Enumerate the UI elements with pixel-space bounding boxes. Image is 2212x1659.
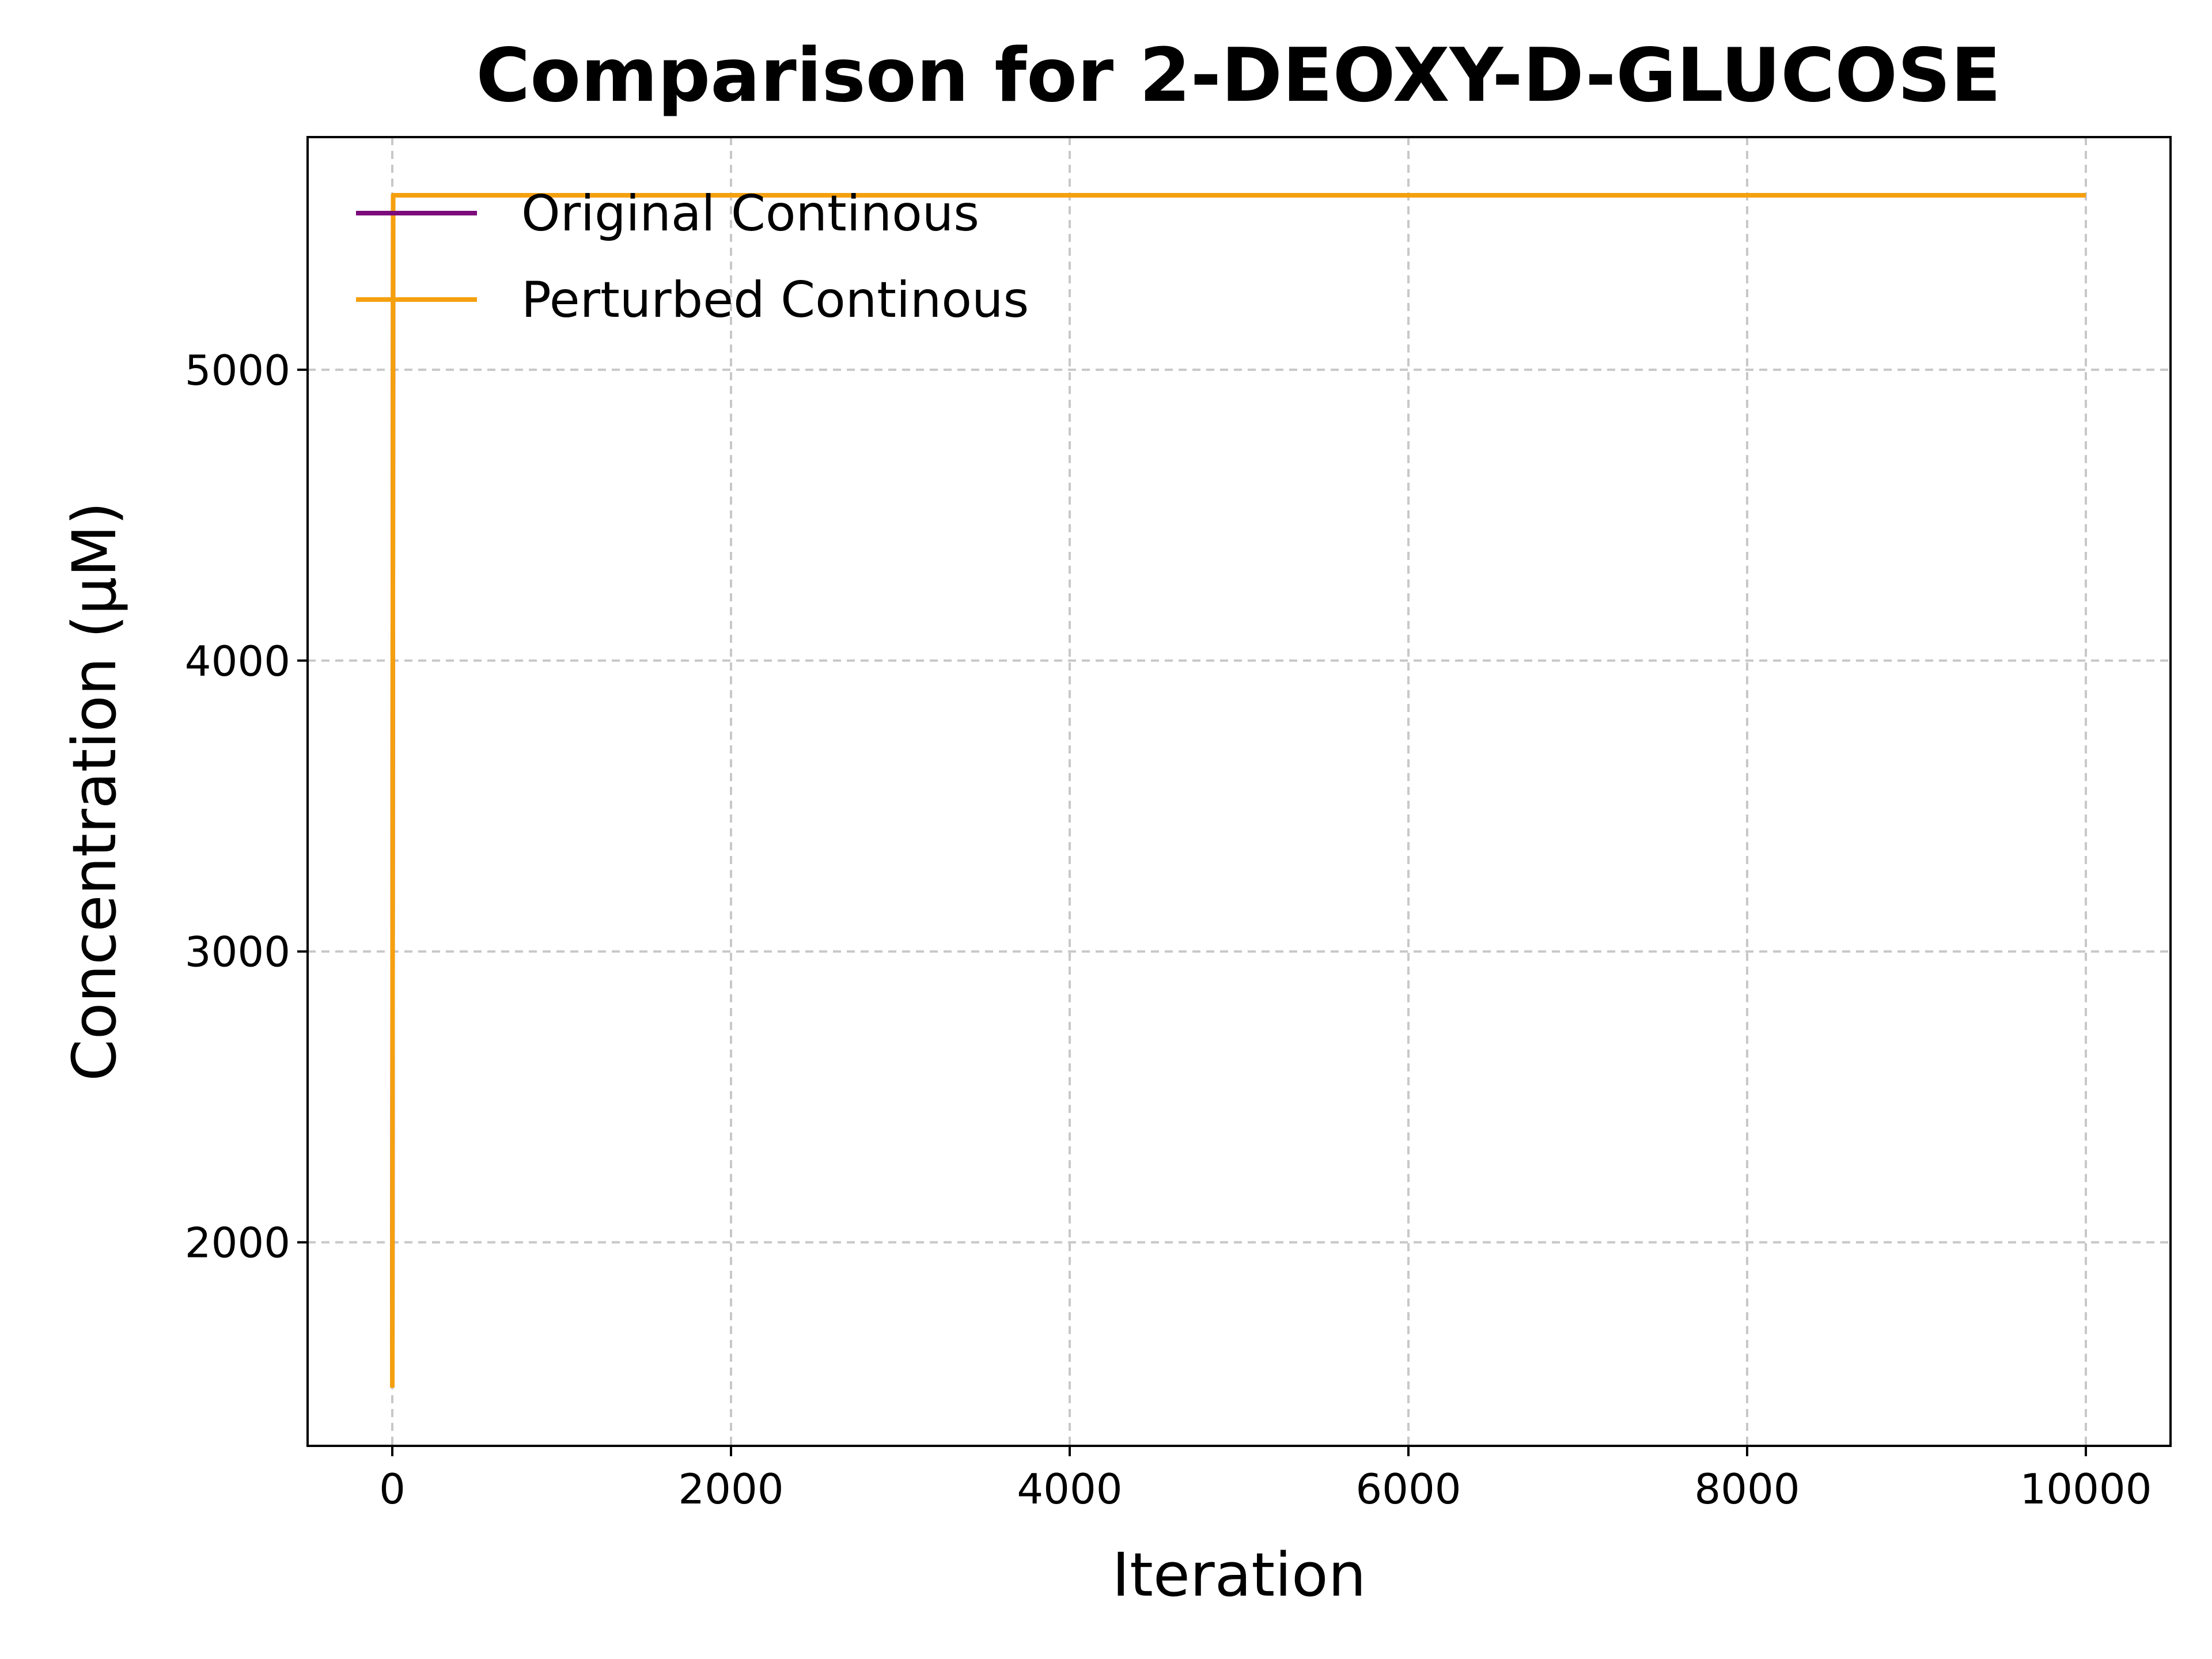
grid-lines — [308, 137, 2171, 1446]
x-tick-label: 0 — [379, 1465, 406, 1513]
y-tick-label: 4000 — [185, 637, 290, 685]
x-axis-label: Iteration — [1112, 1540, 1366, 1610]
legend-label-2: Perturbed Continous — [521, 271, 1029, 329]
x-tick-label: 6000 — [1355, 1465, 1461, 1513]
legend: Original Continous Perturbed Continous — [356, 185, 1029, 329]
x-tick-label: 4000 — [1017, 1465, 1122, 1513]
y-axis-label: Concentration (μM) — [59, 502, 130, 1081]
plot-frame — [306, 136, 2172, 1447]
series-lines — [390, 193, 2086, 1388]
x-tick-label: 10000 — [2020, 1465, 2152, 1513]
y-tick-label: 3000 — [185, 928, 290, 976]
chart-title: Comparison for 2-DEOXY-D-GLUCOSE — [476, 33, 2001, 119]
axis-ticks: 0 2000 4000 6000 8000 10000 2000 3000 4000 5000 — [185, 346, 2152, 1513]
x-tick-label: 2000 — [678, 1465, 783, 1513]
series-line-2 — [390, 193, 2086, 1388]
legend-label-1: Original Continous — [521, 185, 979, 243]
y-tick-label: 5000 — [185, 346, 290, 395]
x-tick-label: 8000 — [1694, 1465, 1800, 1513]
y-tick-label: 2000 — [185, 1219, 290, 1267]
